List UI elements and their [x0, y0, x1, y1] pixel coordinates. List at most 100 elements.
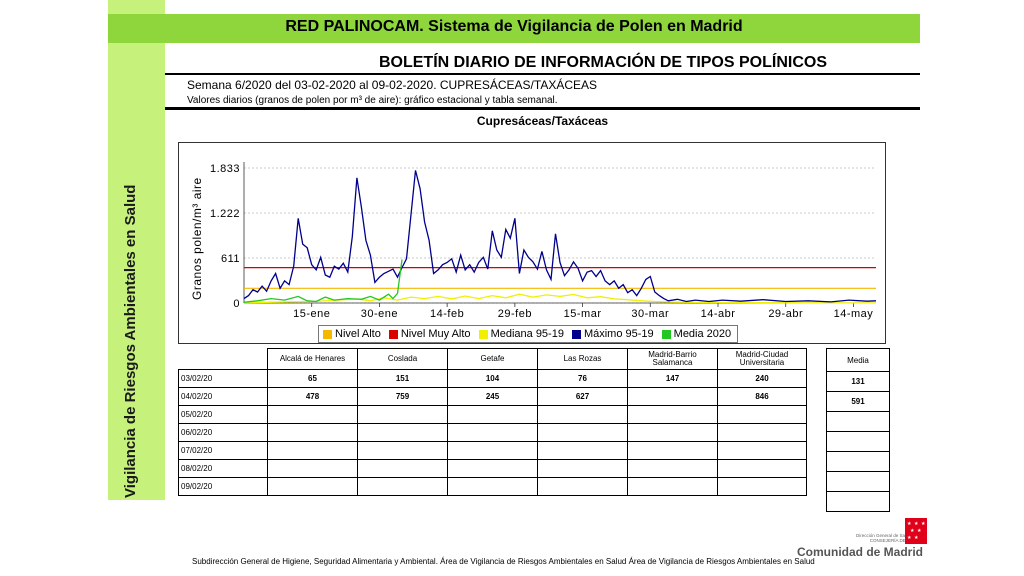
value-cell: 240 — [717, 369, 807, 388]
x-tick-label: 29-abr — [768, 308, 803, 320]
station-header: Las Rozas — [537, 348, 628, 370]
value-cell — [447, 441, 538, 460]
table-corner — [179, 349, 268, 370]
logo-subtext-line: CONSEJERÍA DE SANIDAD — [869, 538, 927, 543]
value-cell — [267, 423, 358, 442]
logo-subtext: Dirección General de Salud Pública CONSE… — [797, 533, 927, 543]
table-row: 04/02/20 478 759 245 627 846 — [178, 387, 807, 406]
y-axis-label: Granos polen/m³ aire — [190, 177, 204, 300]
media-header: Media — [826, 348, 890, 372]
series-line-media-2020 — [243, 259, 403, 303]
legend-swatch — [323, 329, 332, 339]
value-cell: 65 — [267, 369, 358, 388]
value-cell — [537, 423, 628, 442]
logo-subtext-line: Dirección General de Salud Pública — [855, 533, 927, 538]
table-row: 03/02/20 65 151 104 76 147 240 — [178, 369, 807, 388]
value-cell: 759 — [357, 387, 448, 406]
date-cell: 04/02/20 — [178, 387, 268, 406]
value-cell: 151 — [357, 369, 448, 388]
station-header: Madrid-Ciudad Universitaria — [717, 348, 807, 370]
value-cell — [447, 459, 538, 478]
value-cell: 147 — [627, 369, 718, 388]
value-cell — [627, 477, 718, 496]
media-row — [826, 411, 890, 432]
media-row — [826, 491, 890, 512]
value-cell: 478 — [267, 387, 358, 406]
value-cell — [267, 441, 358, 460]
legend-swatch — [661, 329, 671, 339]
sidebar — [108, 0, 165, 500]
footer-text: Subdirección General de Higiene, Segurid… — [192, 557, 815, 566]
value-cell — [627, 387, 718, 406]
legend-item: Mediana 95-19 — [478, 328, 564, 340]
legend-swatch — [478, 329, 488, 339]
value-cell — [267, 477, 358, 496]
media-row — [826, 471, 890, 492]
station-header: Alcalá de Henares — [267, 348, 358, 370]
date-cell: 05/02/20 — [178, 405, 268, 424]
legend-label: Máximo 95-19 — [583, 328, 654, 340]
media-row: 131 — [826, 371, 890, 392]
media-table: Media 131 591 — [826, 348, 890, 512]
value-cell — [357, 477, 448, 496]
media-row: 591 — [826, 391, 890, 412]
table-row: 09/02/20 — [178, 477, 807, 496]
madrid-flag-icon: ★ ★ ★ ★ ★ ★ ★ — [905, 518, 927, 544]
y-tick-label: 1.222 — [210, 208, 240, 220]
value-cell — [717, 405, 807, 424]
value-cell — [717, 441, 807, 460]
media-cell — [826, 431, 890, 452]
chart-legend: Nivel Alto Nivel Muy Alto Mediana 95-19 Máx… — [318, 325, 739, 343]
week-range: Semana 6/2020 del 03-02-2020 al 09-02-20… — [187, 78, 598, 92]
value-cell — [537, 441, 628, 460]
station-header: Coslada — [357, 348, 448, 370]
value-cell — [717, 477, 807, 496]
value-cell: 846 — [717, 387, 807, 406]
x-tick-label: 15-ene — [293, 308, 330, 320]
legend-item: Máximo 95-19 — [571, 328, 654, 340]
y-tick-label: 0 — [233, 298, 240, 310]
x-tick-label: 30-mar — [631, 308, 669, 320]
value-cell — [537, 405, 628, 424]
value-cell — [627, 423, 718, 442]
value-cell — [717, 459, 807, 478]
y-tick-label: 1.833 — [210, 163, 240, 175]
legend-label: Media 2020 — [673, 328, 732, 340]
value-cell — [357, 423, 448, 442]
legend-swatch — [388, 329, 398, 339]
value-cell: 76 — [537, 369, 628, 388]
value-cell — [627, 441, 718, 460]
legend-item: Nivel Alto — [323, 328, 381, 340]
value-cell — [627, 459, 718, 478]
legend-item: Nivel Muy Alto — [388, 328, 471, 340]
station-header: Madrid-Barrio Salamanca — [627, 348, 718, 370]
x-tick-label: 29-feb — [498, 308, 532, 320]
table-row: 06/02/20 — [178, 423, 807, 442]
legend-label: Nivel Muy Alto — [400, 328, 471, 340]
page-title: RED PALINOCAM. Sistema de Vigilancia de … — [285, 18, 743, 35]
table-header-row: Alcalá de Henares Coslada Getafe Las Rozas M… — [179, 348, 807, 370]
value-cell — [267, 459, 358, 478]
date-cell: 09/02/20 — [178, 477, 268, 496]
media-row — [826, 451, 890, 472]
chart-title: Cupresáceas/Taxáceas — [476, 114, 609, 128]
date-cell: 03/02/20 — [178, 369, 268, 388]
date-cell: 08/02/20 — [178, 459, 268, 478]
media-cell — [826, 471, 890, 492]
x-tick-label: 14-feb — [430, 308, 464, 320]
table-row: 05/02/20 — [178, 405, 807, 424]
value-cell — [267, 405, 358, 424]
y-tick-label: 611 — [221, 253, 240, 265]
value-cell — [627, 405, 718, 424]
chart-frame — [178, 142, 886, 344]
station-header: Getafe — [447, 348, 538, 370]
series-line-m-ximo-95-19 — [243, 170, 877, 303]
legend-label: Nivel Alto — [335, 328, 381, 340]
media-row — [826, 431, 890, 452]
subtitle: Valores diarios (granos de polen por m³ … — [187, 95, 558, 106]
value-cell — [717, 423, 807, 442]
divider — [165, 107, 920, 110]
value-cell — [537, 459, 628, 478]
value-cell — [447, 423, 538, 442]
